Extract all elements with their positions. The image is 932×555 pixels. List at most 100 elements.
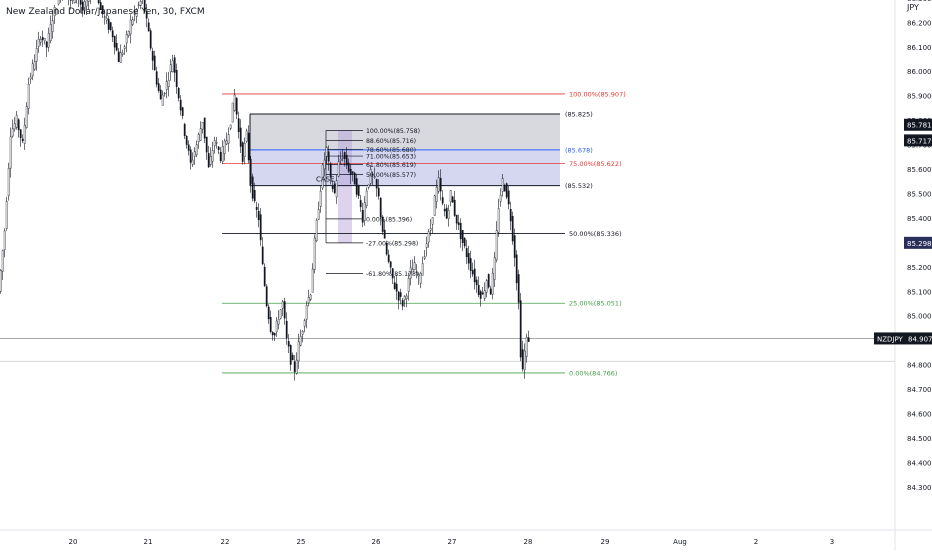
candle-body — [310, 295, 311, 299]
price-tick-label: 85.000 — [907, 313, 932, 321]
time-tick-label: 21 — [144, 538, 153, 546]
candle-body — [222, 146, 223, 161]
candle-body — [106, 18, 107, 20]
candle-body — [86, 0, 87, 6]
candle-body — [166, 82, 167, 90]
candle-body — [174, 58, 175, 73]
candle-body — [528, 338, 529, 342]
candle-body — [98, 0, 99, 3]
candle-body — [26, 107, 27, 128]
candle-body — [228, 135, 229, 144]
candle-body — [474, 269, 475, 282]
candle-body — [36, 48, 37, 61]
price-tick-label: 85.900 — [907, 93, 932, 101]
candle-body — [260, 215, 261, 240]
candle-body — [44, 38, 45, 41]
price-tick-label: 85.400 — [907, 215, 932, 223]
candle-body — [128, 31, 129, 35]
candle-body — [526, 337, 527, 356]
inner-fib-label: 61.80%(85.619) — [366, 162, 416, 169]
candle-body — [110, 23, 111, 30]
candle-body — [396, 284, 397, 291]
candle-body — [298, 342, 299, 361]
inner-fib-label: -27.00%(85.298) — [366, 240, 418, 247]
candle-body — [390, 262, 391, 268]
candle-body — [328, 152, 329, 161]
candle-body — [426, 244, 427, 248]
candle-body — [52, 21, 53, 32]
candle-body — [20, 130, 21, 138]
candle-body — [40, 39, 41, 42]
candle-body — [46, 42, 47, 47]
zone-boundary-label: (85.825) — [565, 110, 593, 118]
price-tick-label: 86.300 — [907, 0, 932, 3]
candle-body — [302, 331, 303, 334]
price-tick-label: 86.100 — [907, 44, 932, 52]
candle-body — [248, 133, 249, 160]
candle-body — [492, 273, 493, 294]
candle-body — [484, 291, 485, 299]
fib-level-label: 100.00%(85.907) — [569, 90, 626, 98]
price-tag-2: 85.717 — [907, 137, 932, 145]
price-tick-label: 85.500 — [907, 190, 932, 198]
candle-body — [6, 202, 7, 229]
candle-body — [482, 293, 483, 294]
candle-body — [496, 231, 497, 260]
candle-body — [332, 186, 333, 189]
candle-body — [450, 191, 451, 202]
fib-level-label: 0.00%(84.766) — [569, 369, 617, 377]
candle-body — [324, 160, 325, 169]
candle-body — [442, 197, 443, 203]
candle-body — [502, 179, 503, 192]
candle-body — [16, 115, 17, 127]
price-tick-label: 84.700 — [907, 386, 932, 394]
candle-body — [160, 90, 161, 99]
price-tick-label: 84.400 — [907, 459, 932, 467]
candle-body — [446, 208, 447, 218]
candle-body — [22, 139, 23, 141]
candle-body — [216, 142, 217, 143]
candle-body — [256, 207, 257, 210]
candle-body — [432, 218, 433, 225]
candle-body — [308, 297, 309, 303]
candle-body — [340, 159, 341, 160]
time-tick-label: 27 — [448, 538, 457, 546]
candle-body — [406, 296, 407, 299]
candle-body — [488, 274, 489, 287]
candle-body — [288, 341, 289, 346]
candle-body — [504, 185, 505, 191]
candle-body — [212, 151, 213, 162]
candle-body — [338, 162, 339, 176]
candle-body — [360, 200, 361, 207]
time-tick-label: 29 — [601, 538, 610, 546]
price-tick-label: 86.200 — [907, 19, 932, 27]
candle-body — [72, 0, 73, 1]
candle-body — [468, 253, 469, 263]
candle-body — [50, 24, 51, 40]
candle-body — [350, 169, 351, 175]
candle-body — [274, 333, 275, 335]
last-price-tag: 84.907 — [908, 335, 932, 343]
time-tick-label: Aug — [673, 538, 687, 546]
candle-body — [132, 20, 133, 25]
candle-body — [14, 124, 15, 129]
candle-body — [362, 210, 363, 222]
candle-body — [344, 152, 345, 159]
candle-body — [30, 77, 31, 79]
candle-body — [120, 53, 121, 63]
candle-body — [470, 258, 471, 270]
candle-body — [352, 172, 353, 174]
candle-body — [232, 103, 233, 122]
candle-body — [388, 255, 389, 262]
price-tick-label: 84.300 — [907, 484, 932, 492]
candle-body — [522, 349, 523, 369]
candle-body — [38, 39, 39, 47]
candle-body — [230, 125, 231, 128]
candle-body — [188, 145, 189, 151]
candle-body — [172, 61, 173, 72]
candle-body — [408, 278, 409, 291]
case-annotation: CASE — [316, 176, 335, 184]
candle-body — [184, 124, 185, 136]
